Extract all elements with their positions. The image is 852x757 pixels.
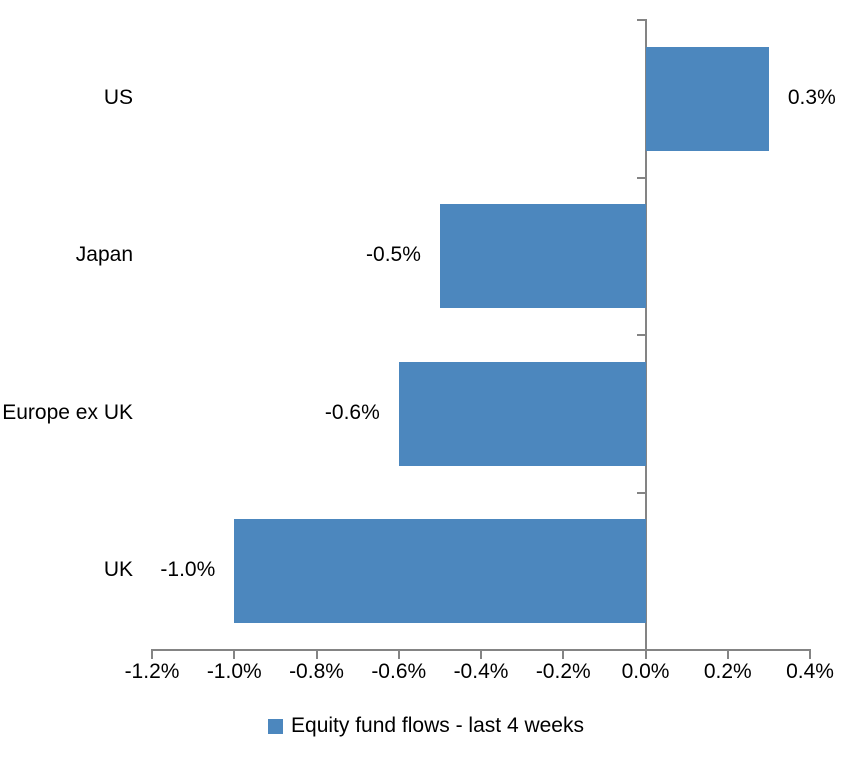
y-axis-tick [636,649,647,651]
value-label: -0.5% [366,243,421,267]
x-axis-tick [644,649,647,659]
value-label: -0.6% [324,400,380,424]
category-label: US [103,85,133,109]
category-label: Japan [75,243,133,267]
bar-japan [439,204,646,309]
legend: Equity fund flows - last 4 weeks [0,714,852,738]
legend-label: Equity fund flows - last 4 weeks [291,714,584,737]
x-tick-label: 0.0% [621,660,670,683]
y-axis-tick [636,334,647,336]
x-axis-tick [233,649,236,659]
value-label: 0.3% [787,85,836,109]
category-label: UK [103,558,133,582]
x-axis-tick [809,649,811,659]
x-tick-label: -0.8% [289,660,344,683]
x-tick-label: -0.6% [371,660,427,683]
category-label: Europe ex UK [2,400,133,424]
x-axis-tick [480,649,482,659]
bar-uk [234,519,646,624]
value-label: -1.0% [160,558,216,582]
x-axis-tick [726,649,729,659]
bar-us [645,46,769,151]
y-axis-tick [636,19,647,21]
x-axis-tick [151,649,153,659]
x-axis-tick [397,649,400,659]
x-axis-tick [562,649,565,659]
x-tick-label: -1.0% [206,660,262,683]
y-axis-tick [636,176,647,179]
x-tick-label: 0.4% [786,660,834,683]
x-tick-label: 0.2% [703,660,752,683]
x-tick-label: -0.4% [453,660,509,683]
bar-europe-ex-uk [398,361,646,466]
x-tick-label: -0.2% [535,660,591,683]
y-axis-tick [636,491,647,494]
x-tick-label: -1.2% [124,660,180,683]
legend-swatch-icon [268,718,284,734]
x-axis-tick [315,649,318,659]
